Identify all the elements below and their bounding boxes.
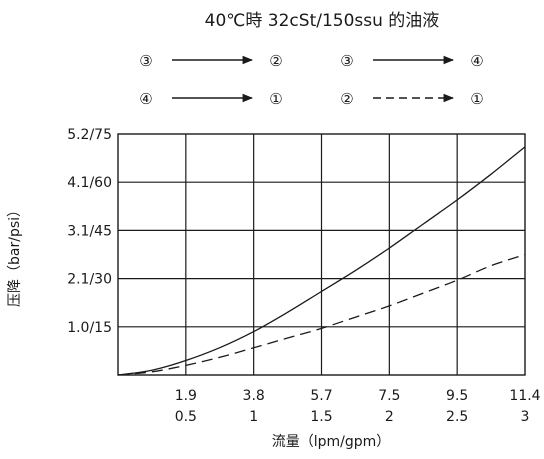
y-axis-label: 压降（bar/psi） (7, 203, 23, 307)
curve-solid (117, 146, 526, 376)
x-axis-label: 流量（lpm/gpm） (272, 434, 391, 450)
y-tick-label: 1.0/15 (67, 320, 112, 336)
x-tick-label-gpm: 1.5 (310, 409, 332, 425)
x-tick-label-lpm: 11.4 (509, 388, 540, 404)
x-tick-label-gpm: 2.5 (446, 409, 468, 425)
series-layer (117, 146, 526, 376)
y-tick-label: 2.1/30 (67, 272, 112, 288)
legend-from-port: ③ (340, 52, 353, 70)
x-tick-label-lpm: 3.8 (243, 388, 265, 404)
curve-dashed (117, 253, 526, 376)
y-tick-label: 4.1/60 (67, 175, 112, 191)
x-tick-label-gpm: 3 (521, 409, 530, 425)
x-tick-label-gpm: 2 (385, 409, 394, 425)
y-tick-labels: 1.0/15 2.1/30 3.1/45 4.1/60 5.2/75 (67, 127, 112, 336)
chart-title: 40℃時 32cSt/150ssu 的油液 (205, 11, 440, 31)
x-tick-labels: 1.9 0.5 3.8 1 5.7 1.5 7.5 2 9.5 2.5 11.4 3 (175, 388, 541, 425)
legend-to-port: ② (269, 52, 282, 70)
legend-to-port: ① (269, 90, 282, 108)
legend-from-port: ③ (139, 52, 152, 70)
y-tick-label: 5.2/75 (67, 127, 112, 143)
x-tick-label-lpm: 5.7 (310, 388, 332, 404)
legend-from-port: ④ (139, 90, 152, 108)
legend-from-port: ② (340, 90, 353, 108)
legend: ③ ② ③ ④ ④ ① ② ① (139, 52, 483, 108)
y-tick-label: 3.1/45 (67, 223, 112, 239)
grid (117, 133, 526, 376)
legend-to-port: ④ (470, 52, 483, 70)
x-tick-label-gpm: 1 (249, 409, 258, 425)
x-tick-label-gpm: 0.5 (175, 409, 197, 425)
x-tick-label-lpm: 7.5 (378, 388, 400, 404)
x-tick-label-lpm: 9.5 (446, 388, 468, 404)
legend-to-port: ① (470, 90, 483, 108)
x-tick-label-lpm: 1.9 (175, 388, 197, 404)
